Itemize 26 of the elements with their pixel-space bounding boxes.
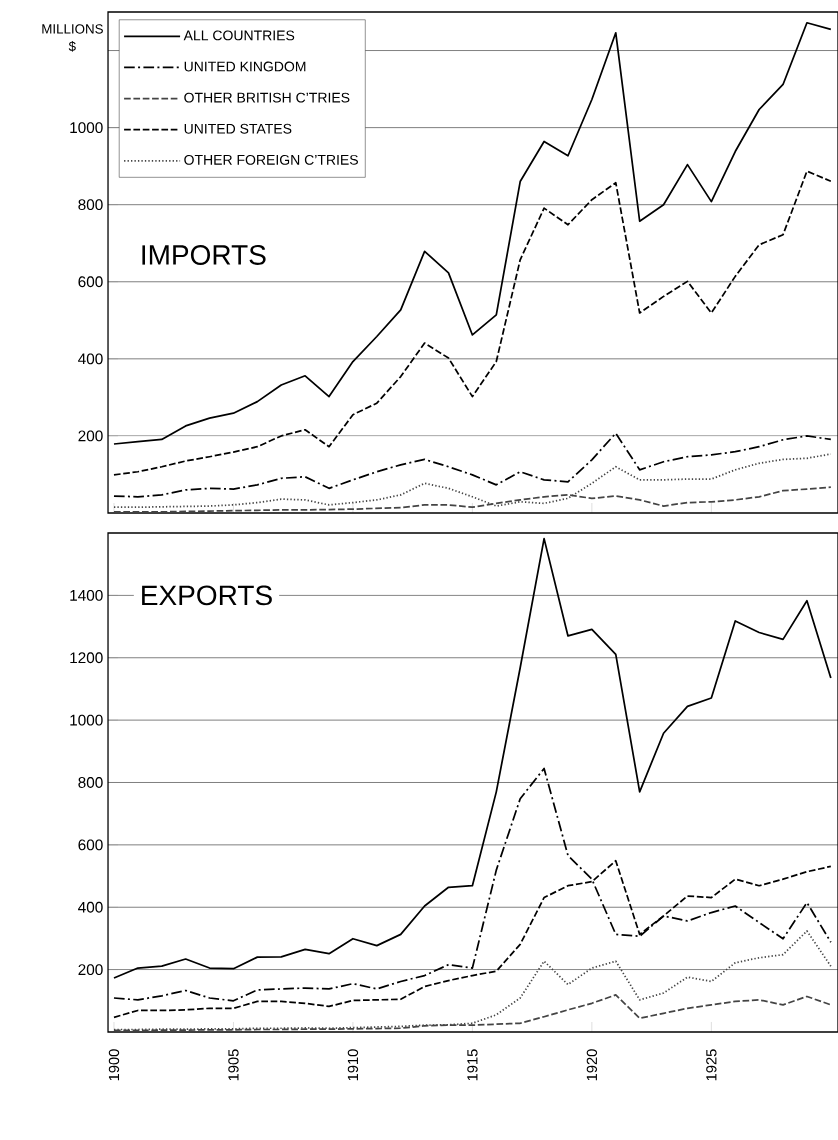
y-tick-label: 600 (78, 839, 103, 851)
x-tick-label: 1920 (586, 1049, 598, 1081)
y-tick-label: 400 (78, 901, 103, 913)
y-tick-label: 1000 (70, 122, 103, 134)
text: EXPORTS (142, 585, 272, 606)
legend-label: UNITED KINGDOM (184, 61, 306, 72)
y-tick-label: 800 (78, 777, 103, 788)
y-tick-label: 200 (78, 964, 103, 976)
y-tick-label: 600 (78, 276, 103, 288)
y-tick-label: 400 (78, 353, 103, 365)
x-tick-label: 1900 (108, 1049, 120, 1081)
x-tick-label: 1925 (706, 1049, 717, 1081)
legend-label: UNITED STATES (184, 123, 292, 134)
legend-label: OTHER FOREIGN C’TRIES (184, 154, 358, 165)
y-tick-label: 800 (78, 199, 103, 211)
legend-label: ALL COUNTRIES (183, 30, 295, 41)
y-tick-label: 1400 (70, 589, 103, 601)
y-axis-title: MILLIONS $ (42, 24, 103, 52)
x-tick-label: 1915 (467, 1049, 478, 1081)
x-tick-label: 1910 (347, 1049, 359, 1081)
text: IMPORTS (142, 245, 266, 265)
y-tick-label: 1000 (70, 714, 103, 726)
x-tick-label: 1905 (228, 1049, 239, 1081)
y-tick-label: 1200 (70, 652, 103, 664)
y-tick-label: 200 (78, 430, 103, 442)
legend-label: OTHER BRITISH C’TRIES (184, 92, 350, 103)
